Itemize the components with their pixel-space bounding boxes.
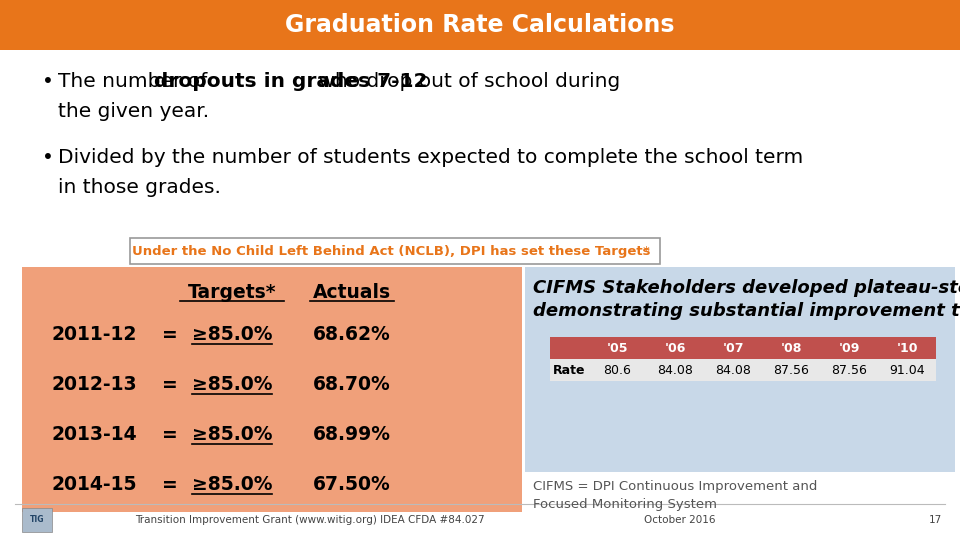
Text: 91.04: 91.04 (889, 363, 924, 376)
Text: Divided by the number of students expected to complete the school term: Divided by the number of students expect… (58, 148, 804, 167)
Text: 87.56: 87.56 (831, 363, 867, 376)
FancyBboxPatch shape (0, 0, 960, 50)
Text: demonstrating substantial improvement to 2010-11.: demonstrating substantial improvement to… (533, 302, 960, 320)
Text: '08: '08 (780, 341, 802, 354)
Text: Under the No Child Left Behind Act (NCLB), DPI has set these Targets: Under the No Child Left Behind Act (NCLB… (132, 245, 650, 258)
Text: =: = (162, 326, 178, 345)
Text: 84.08: 84.08 (657, 363, 693, 376)
Text: October 2016: October 2016 (644, 515, 716, 525)
Text: dropouts in grades 7-12: dropouts in grades 7-12 (155, 72, 427, 91)
Text: 2011-12: 2011-12 (51, 326, 136, 345)
Text: 68.70%: 68.70% (313, 375, 391, 395)
Text: ≥85.0%: ≥85.0% (192, 326, 273, 345)
Text: 68.62%: 68.62% (313, 326, 391, 345)
Text: Focused Monitoring System: Focused Monitoring System (533, 498, 717, 511)
Text: '05: '05 (607, 341, 628, 354)
Text: CIFMS = DPI Continuous Improvement and: CIFMS = DPI Continuous Improvement and (533, 480, 817, 493)
Text: '06: '06 (664, 341, 685, 354)
Text: =: = (162, 375, 178, 395)
Text: 17: 17 (928, 515, 942, 525)
Text: ≥85.0%: ≥85.0% (192, 375, 273, 395)
Text: the given year.: the given year. (58, 102, 209, 121)
Text: •: • (42, 148, 54, 167)
FancyBboxPatch shape (130, 238, 660, 264)
Text: •: • (42, 72, 54, 91)
Text: ≥85.0%: ≥85.0% (192, 476, 273, 495)
Text: 68.99%: 68.99% (313, 426, 391, 444)
Text: Actuals: Actuals (313, 282, 391, 301)
Text: CIFMS Stakeholders developed plateau-step targets: CIFMS Stakeholders developed plateau-ste… (533, 279, 960, 297)
FancyBboxPatch shape (22, 508, 52, 532)
Text: ≥85.0%: ≥85.0% (192, 426, 273, 444)
Text: '07: '07 (722, 341, 744, 354)
Text: 67.50%: 67.50% (313, 476, 391, 495)
Text: who drop out of school during: who drop out of school during (312, 72, 620, 91)
Text: 80.6: 80.6 (603, 363, 631, 376)
Text: 84.08: 84.08 (715, 363, 751, 376)
FancyBboxPatch shape (525, 267, 955, 472)
Text: 2014-15: 2014-15 (51, 476, 136, 495)
Text: Rate: Rate (553, 363, 586, 376)
Text: TIG: TIG (30, 516, 44, 524)
Text: 2012-13: 2012-13 (51, 375, 137, 395)
Text: in those grades.: in those grades. (58, 178, 221, 197)
Text: '10: '10 (897, 341, 918, 354)
Text: =: = (162, 426, 178, 444)
Text: '09: '09 (838, 341, 860, 354)
Text: 87.56: 87.56 (773, 363, 809, 376)
Text: Transition Improvement Grant (www.witig.org) IDEA CFDA #84.027: Transition Improvement Grant (www.witig.… (135, 515, 485, 525)
Text: *: * (643, 245, 650, 258)
FancyBboxPatch shape (550, 359, 936, 381)
FancyBboxPatch shape (22, 267, 522, 512)
Text: The number of: The number of (58, 72, 214, 91)
FancyBboxPatch shape (550, 337, 936, 359)
Text: =: = (162, 476, 178, 495)
Text: 2013-14: 2013-14 (51, 426, 137, 444)
Text: Graduation Rate Calculations: Graduation Rate Calculations (285, 13, 675, 37)
Text: Targets*: Targets* (188, 282, 276, 301)
